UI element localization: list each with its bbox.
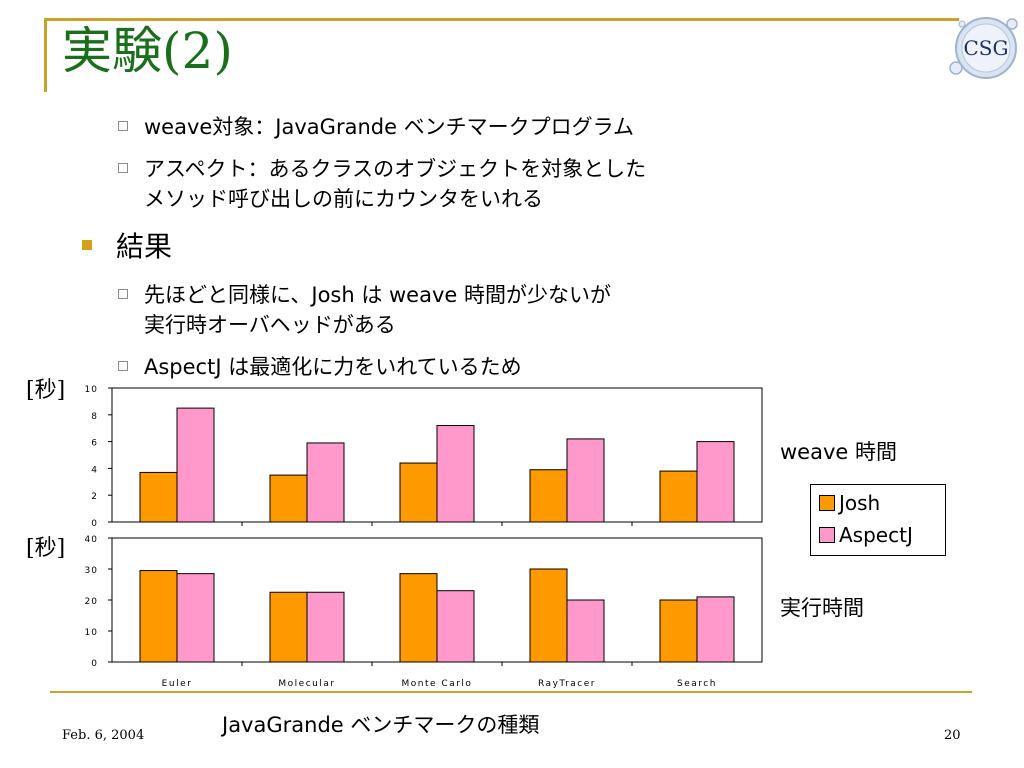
bullet-weave-target: weave対象：JavaGrande ベンチマークプログラム xyxy=(118,112,634,142)
bullet-result-josh: 先ほどと同様に、Josh は weave 時間が少ないが 実行時オーバヘッドがあ… xyxy=(118,280,611,340)
bar-aspectj-molecular xyxy=(306,591,345,663)
bar-aspectj-monte-carlo xyxy=(436,590,475,663)
execution-time-chart: 0 10 20 30 40 Euler Molecular Monte Carlo RayTra… xyxy=(85,535,763,689)
y-tick-label: 40 xyxy=(85,535,98,545)
y-tick-label: 6 xyxy=(91,439,98,449)
bar-aspectj-euler xyxy=(176,407,215,523)
bullet-marker xyxy=(118,289,128,299)
execution-time-label: 実行時間 xyxy=(780,596,864,620)
bullet-text: 先ほどと同様に、Josh は weave 時間が少ないが xyxy=(144,283,611,307)
bullet-text: AspectJ は最適化に力をいれているため xyxy=(144,355,522,379)
unit-label-exec: [秒] xyxy=(26,536,66,561)
bullet-text-cont: 実行時オーバヘッドがある xyxy=(144,313,396,337)
x-tick-label: Monte Carlo xyxy=(402,679,473,689)
bar-josh-raytracer xyxy=(529,469,568,523)
chart-category-caption: JavaGrande ベンチマークの種類 xyxy=(222,713,540,737)
bar-josh-monte-carlo xyxy=(399,573,438,663)
legend-item-aspectj: AspectJ xyxy=(819,520,945,550)
bar-aspectj-raytracer xyxy=(566,438,605,523)
bar-aspectj-euler xyxy=(176,573,215,663)
footer-date: Feb. 6, 2004 xyxy=(62,728,145,743)
bar-josh-monte-carlo xyxy=(399,462,438,523)
bar-josh-euler xyxy=(139,570,178,663)
y-tick-label: 8 xyxy=(91,412,98,422)
bar-aspectj-raytracer xyxy=(566,599,605,663)
title-frame-horizontal xyxy=(44,18,959,21)
y-tick-label: 30 xyxy=(85,566,98,576)
x-tick-label: RayTracer xyxy=(538,679,596,689)
weave-time-chart: 0 2 4 6 8 10 xyxy=(85,385,763,528)
bar-aspectj-search xyxy=(696,596,735,663)
title-frame-vertical xyxy=(44,18,47,92)
y-tick-label: 10 xyxy=(85,628,98,638)
bullet-marker xyxy=(118,163,128,173)
y-tick-label: 4 xyxy=(91,465,98,475)
bullet-marker xyxy=(118,361,128,371)
bullet-text: アスペクト：あるクラスのオブジェクトを対象とした xyxy=(144,157,647,181)
logo-text: CSG xyxy=(964,36,1009,60)
legend-swatch-josh xyxy=(819,495,835,511)
bar-josh-euler xyxy=(139,471,178,523)
y-tick-label: 10 xyxy=(85,385,98,395)
y-tick-label: 2 xyxy=(91,492,98,502)
bar-josh-search xyxy=(659,470,698,523)
bar-aspectj-search xyxy=(696,441,735,523)
slide-title: 実験(2) xyxy=(62,22,233,80)
unit-label-weave: [秒] xyxy=(26,378,66,403)
x-tick-label: Euler xyxy=(162,679,193,689)
page-number: 20 xyxy=(944,728,961,743)
bullet-marker xyxy=(118,121,128,131)
bullet-text: weave対象：JavaGrande ベンチマークプログラム xyxy=(144,115,635,139)
x-tick-label: Molecular xyxy=(278,679,335,689)
legend: Josh AspectJ xyxy=(810,484,946,556)
bullet-result-aspectj: AspectJ は最適化に力をいれているため xyxy=(118,352,522,382)
bar-josh-raytracer xyxy=(529,568,568,663)
legend-item-josh: Josh xyxy=(819,488,945,518)
y-tick-label: 20 xyxy=(85,597,98,607)
y-tick-label: 0 xyxy=(91,659,98,669)
footer-divider xyxy=(50,691,972,693)
y-tick-label: 0 xyxy=(91,519,98,528)
csg-logo: CSG xyxy=(949,17,1018,79)
weave-time-label: weave 時間 xyxy=(780,440,897,464)
bar-aspectj-molecular xyxy=(306,442,345,523)
x-tick-label: Search xyxy=(677,679,717,689)
main-bullet-marker xyxy=(82,240,92,250)
bar-josh-search xyxy=(659,599,698,663)
bullet-aspect: アスペクト：あるクラスのオブジェクトを対象とした メソッド呼び出しの前にカウンタ… xyxy=(118,154,646,214)
bullet-text-cont: メソッド呼び出しの前にカウンタをいれる xyxy=(144,187,543,211)
bar-aspectj-monte-carlo xyxy=(436,425,475,523)
bar-josh-molecular xyxy=(269,591,308,663)
bar-josh-molecular xyxy=(269,474,308,523)
result-heading: 結果 xyxy=(82,232,172,262)
legend-swatch-aspectj xyxy=(819,527,835,543)
